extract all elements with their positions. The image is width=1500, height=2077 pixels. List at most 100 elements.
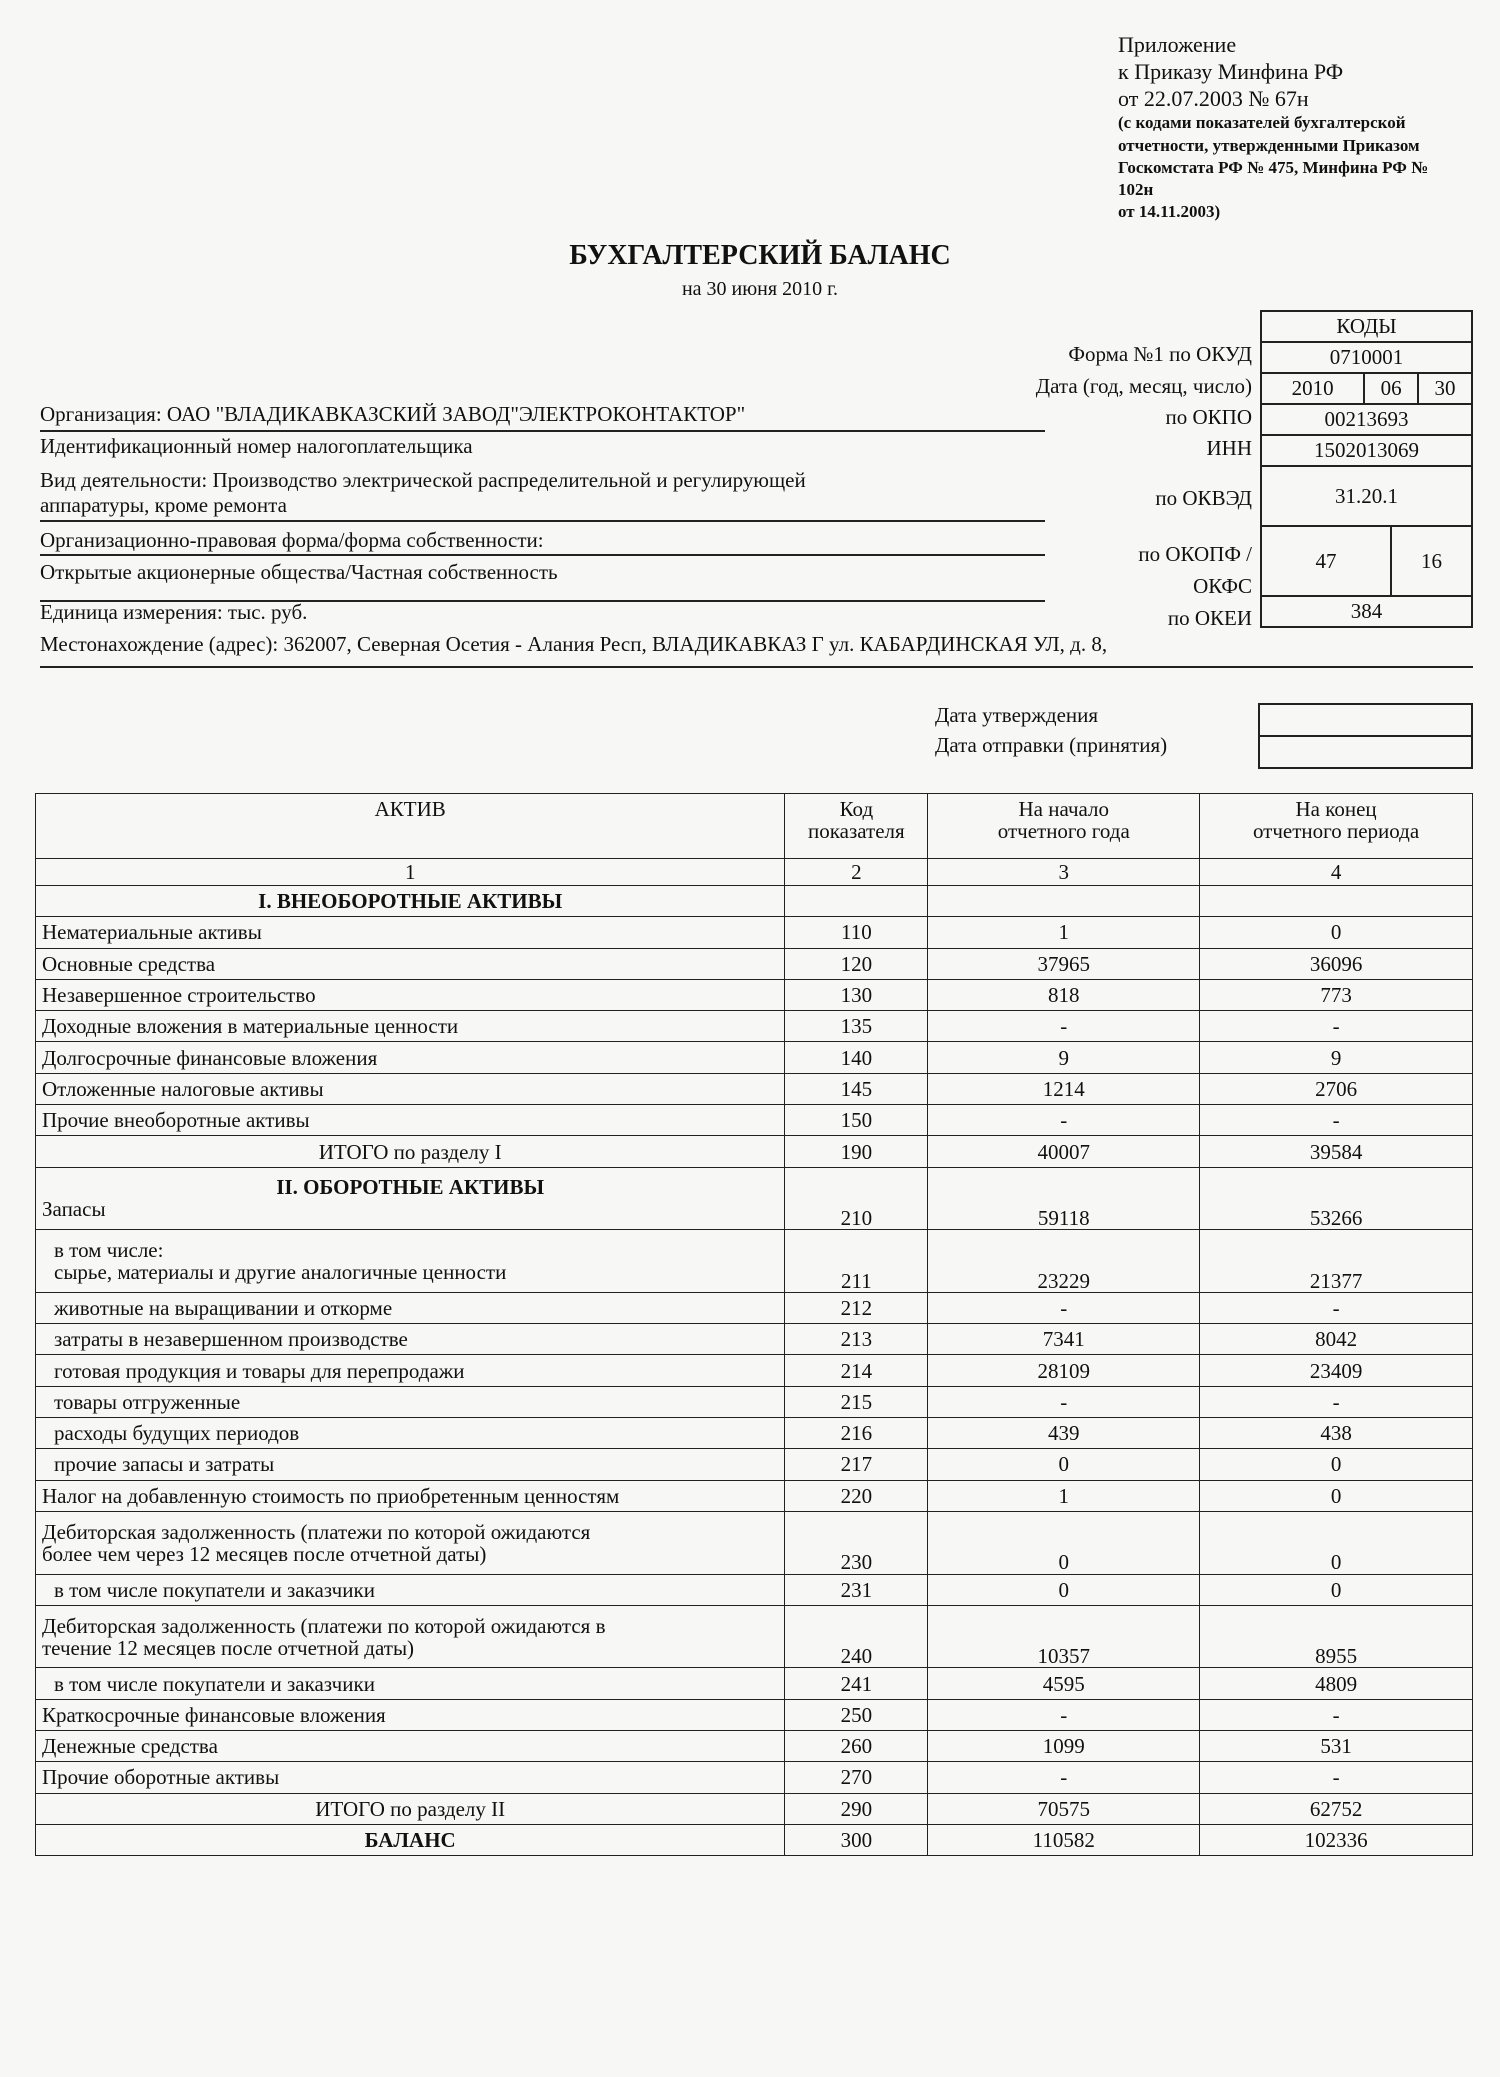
row-name: Отложенные налоговые активы <box>34 1072 786 1106</box>
table-row: готовая продукция и товары для перепрода… <box>34 1354 1473 1387</box>
header-code-line: Код <box>839 797 874 821</box>
row-name-text: затраты в незавершенном производстве <box>54 1327 408 1352</box>
table-row: Основные средства 120 37965 36096 <box>34 947 1473 980</box>
row-name-text: БАЛАНС <box>364 1828 456 1853</box>
row-code: 240 <box>784 1604 929 1669</box>
day-value: 30 <box>1417 372 1473 405</box>
column-number-row: 1 2 3 4 <box>34 858 1473 886</box>
okei-label: по ОКЕИ <box>1167 606 1252 630</box>
row-end: - <box>1199 1104 1473 1137</box>
row-start: 818 <box>927 978 1201 1012</box>
row-name-text: более чем через 12 месяцев после отчетно… <box>42 1541 487 1566</box>
table-row: ИТОГО по разделу I 190 40007 39584 <box>34 1135 1473 1168</box>
row-start: 70575 <box>927 1792 1201 1825</box>
sent-date-field <box>1258 735 1473 769</box>
okved-label: по ОКВЭД <box>1155 486 1252 510</box>
row-name: Дебиторская задолженность (платежи по ко… <box>34 1604 786 1669</box>
row-name: Долгосрочные финансовые вложения <box>34 1041 786 1074</box>
row-start: 1 <box>927 916 1201 949</box>
sent-date-label: Дата отправки (принятия) <box>935 733 1168 757</box>
row-name-text: расходы будущих периодов <box>54 1421 300 1446</box>
row-name: БАЛАНС <box>34 1823 786 1857</box>
row-end: 0 <box>1199 1510 1473 1575</box>
row-end: - <box>1199 1698 1473 1732</box>
section-heading: II. ОБОРОТНЫЕ АКТИВЫ <box>276 1175 545 1200</box>
header-end: На конец отчетного периода <box>1199 793 1473 859</box>
row-name: прочие запасы и затраты <box>34 1448 786 1481</box>
row-code: 290 <box>784 1792 929 1825</box>
row-end: - <box>1199 1385 1473 1419</box>
row-start: 23229 <box>927 1229 1201 1293</box>
row-end: - <box>1199 1291 1473 1325</box>
row-name: Основные средства <box>34 947 786 980</box>
row-end: 21377 <box>1199 1229 1473 1293</box>
row-start: 1214 <box>927 1072 1201 1106</box>
row-name: Незавершенное строительство <box>34 978 786 1012</box>
row-start: 7341 <box>927 1323 1201 1356</box>
row-start: 0 <box>927 1510 1201 1575</box>
row-start: 28109 <box>927 1354 1201 1387</box>
divider <box>40 666 1473 668</box>
table-row: Дебиторская задолженность (платежи по ко… <box>34 1604 1473 1669</box>
row-name-text: Отложенные налоговые активы <box>42 1076 324 1101</box>
col-number: 1 <box>34 858 786 886</box>
row-name-text: ИТОГО по разделу I <box>318 1139 502 1164</box>
row-name: в том числе: сырье, материалы и другие ан… <box>34 1229 786 1293</box>
document-title: БУХГАЛТЕРСКИЙ БАЛАНС <box>569 240 951 271</box>
row-start: 1099 <box>927 1730 1201 1763</box>
row-end: 8955 <box>1199 1604 1473 1669</box>
row-code: 213 <box>784 1323 929 1356</box>
divider <box>40 430 1045 432</box>
row-name-text: в том числе покупатели и заказчики <box>54 1577 375 1602</box>
row-name-text: Незавершенное строительство <box>42 983 316 1008</box>
row-code: 150 <box>784 1104 929 1137</box>
appendix-note-line: Госкомстата РФ № 475, Минфина РФ № <box>1118 157 1429 177</box>
row-name-text: Краткосрочные финансовые вложения <box>42 1702 386 1727</box>
table-row: Отложенные налоговые активы 145 1214 2706 <box>34 1072 1473 1106</box>
row-code: 135 <box>784 1010 929 1043</box>
table-row: Денежные средства 260 1099 531 <box>34 1730 1473 1763</box>
row-code: 300 <box>784 1823 929 1857</box>
row-end: 36096 <box>1199 947 1473 980</box>
row-code: 145 <box>784 1072 929 1106</box>
row-code: 211 <box>784 1229 929 1293</box>
appendix-line: к Приказу Минфина РФ <box>1118 58 1344 84</box>
inn-value: 1502013069 <box>1260 434 1473 467</box>
row-code: 230 <box>784 1510 929 1575</box>
okud-value: 0710001 <box>1260 341 1473 374</box>
approval-date-label: Дата утверждения <box>935 703 1099 727</box>
row-code: 130 <box>784 978 929 1012</box>
row-start: - <box>927 1761 1201 1794</box>
okopf-label: по ОКОПФ / <box>1138 542 1252 566</box>
activity-cont: аппаратуры, кроме ремонта <box>40 493 287 517</box>
row-start: 4595 <box>927 1667 1201 1700</box>
table-row: товары отгруженные 215- - <box>34 1385 1473 1419</box>
balance-table: АКТИВ Код показателя На начало отчетного г… <box>34 793 1473 1857</box>
row-start: 37965 <box>927 947 1201 980</box>
activity: Вид деятельности: Производство электриче… <box>40 468 806 492</box>
appendix-line: от 22.07.2003 № 67н <box>1118 85 1309 111</box>
table-row: Прочие внеоборотные активы 150- - <box>34 1104 1473 1137</box>
row-code: 110 <box>784 916 929 949</box>
table-row: животные на выращивании и откорме 212- - <box>34 1291 1473 1325</box>
okpo-value: 00213693 <box>1260 403 1473 436</box>
row-end: 53266 <box>1199 1166 1473 1231</box>
row-code: 120 <box>784 947 929 980</box>
row-name-text: Прочие оборотные активы <box>42 1765 280 1790</box>
row-name: животные на выращивании и откорме <box>34 1291 786 1325</box>
row-end: 0 <box>1199 1573 1473 1606</box>
row-code: 214 <box>784 1354 929 1387</box>
appendix-note-line: (с кодами показателей бухгалтерской <box>1118 113 1406 133</box>
row-end: 39584 <box>1199 1135 1473 1168</box>
okfs-label: ОКФС <box>1193 574 1252 598</box>
row-name: Налог на добавленную стоимость по приобр… <box>34 1479 786 1512</box>
row-name-text: в том числе покупатели и заказчики <box>54 1671 375 1696</box>
row-name-text: Прочие внеоборотные активы <box>42 1108 310 1133</box>
row-name-text: прочие запасы и затраты <box>54 1452 275 1477</box>
dates-table <box>1258 703 1473 769</box>
okpo-label: по ОКПО <box>1165 405 1253 429</box>
row-end: 23409 <box>1199 1354 1473 1387</box>
row-end: 4809 <box>1199 1667 1473 1700</box>
row-name: товары отгруженные <box>34 1385 786 1419</box>
row-code: 140 <box>784 1041 929 1074</box>
